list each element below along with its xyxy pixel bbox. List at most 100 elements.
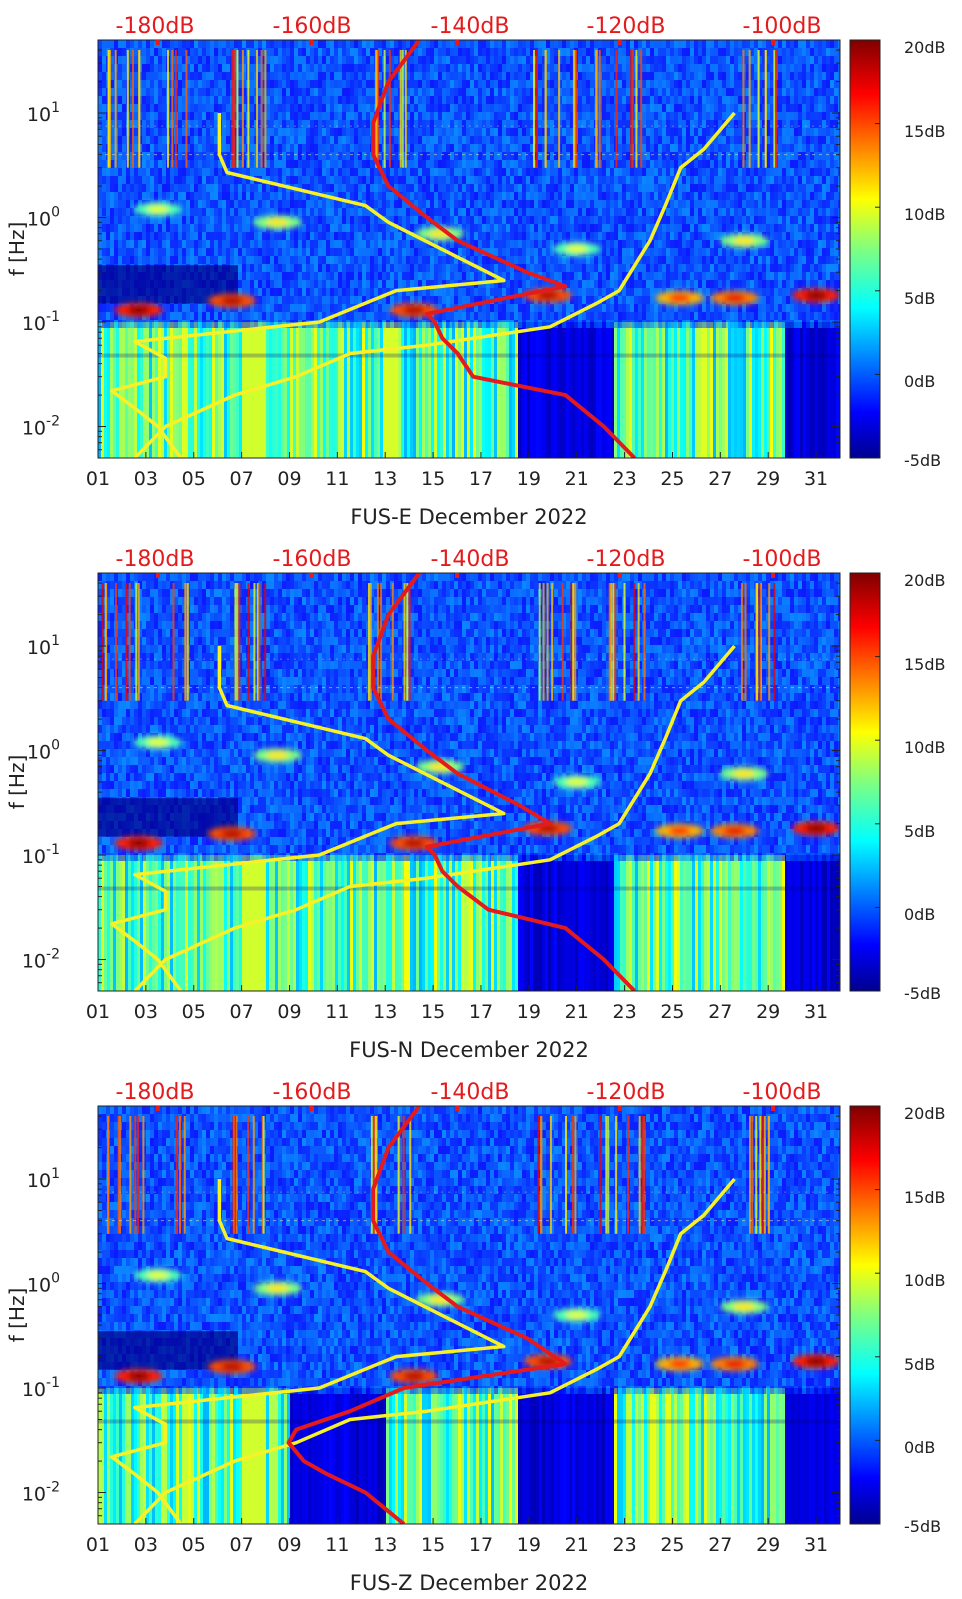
top-axis-tick — [155, 573, 160, 578]
x-tick-label: 29 — [756, 1001, 780, 1023]
top-axis-tick — [309, 1106, 314, 1111]
y-tick-label: 100 — [27, 738, 60, 764]
colorbar-label: 20dB — [904, 38, 946, 57]
colorbar-label: 10dB — [904, 738, 946, 757]
colorbar-label: -5dB — [904, 984, 941, 1003]
colorbar — [849, 1105, 881, 1525]
spectrogram-panel-fus-z: -180dB -160dB -140dB -120dB -100dB 01 03 0… — [5, 1080, 946, 1595]
top-axis-tick — [617, 573, 622, 578]
y-axis-label: f [Hz] — [5, 222, 29, 277]
noise-median-curve — [371, 40, 637, 458]
top-axis-label: -160dB — [273, 1080, 352, 1105]
colorbar-label: 20dB — [904, 1104, 946, 1123]
colorbar-label: 5dB — [904, 822, 935, 841]
x-tick-label: 19 — [517, 1001, 541, 1023]
x-tick-label: 03 — [134, 468, 158, 490]
top-axis-tick — [455, 573, 460, 578]
x-axis-label: FUS-Z December 2022 — [350, 1571, 588, 1595]
x-tick-label: 31 — [804, 1001, 828, 1023]
x-tick-label: 21 — [565, 1001, 589, 1023]
low-noise-reference-curve — [109, 646, 506, 991]
high-frequency-band — [98, 573, 840, 861]
colorbar-label: 0dB — [904, 1438, 935, 1457]
x-tick-label: 27 — [708, 1001, 732, 1023]
x-tick-label: 09 — [277, 468, 301, 490]
x-tick-label: 07 — [230, 468, 254, 490]
x-tick-label: 25 — [660, 1534, 684, 1556]
colorbar-label: 20dB — [904, 571, 946, 590]
high-noise-reference-curve — [133, 111, 736, 458]
y-tick-label: 100 — [27, 205, 60, 231]
x-tick-label: 07 — [230, 1001, 254, 1023]
x-tick-label: 19 — [517, 468, 541, 490]
colorbar-gradient — [849, 39, 881, 459]
top-axis-label: -180dB — [116, 547, 195, 572]
top-axis-label: -120dB — [587, 1080, 666, 1105]
x-tick-label: 01 — [86, 1001, 110, 1023]
x-tick-label: 19 — [517, 1534, 541, 1556]
colorbar-label: -5dB — [904, 451, 941, 470]
x-tick-label: 21 — [565, 468, 589, 490]
x-tick-label: 25 — [660, 468, 684, 490]
colorbar-label: 5dB — [904, 289, 935, 308]
top-axis-tick — [455, 40, 460, 45]
colorbar-gradient — [849, 1105, 881, 1525]
noise-median-curve — [371, 573, 637, 991]
x-tick-label: 13 — [373, 468, 397, 490]
colorbar — [849, 39, 881, 459]
top-axis-label: -120dB — [587, 14, 666, 39]
x-tick-label: 07 — [230, 1534, 254, 1556]
top-axis-label: -160dB — [273, 14, 352, 39]
top-axis-label: -120dB — [587, 547, 666, 572]
top-axis-label: -180dB — [116, 1080, 195, 1105]
x-tick-label: 29 — [756, 1534, 780, 1556]
spectrogram-plot-area — [98, 1106, 840, 1524]
y-tick-label: 10-2 — [22, 414, 60, 440]
x-tick-label: 11 — [325, 1534, 349, 1556]
x-tick-label: 13 — [373, 1001, 397, 1023]
top-axis-tick — [455, 1106, 460, 1111]
x-tick-label: 27 — [708, 1534, 732, 1556]
spectrogram-plot-area — [98, 40, 840, 458]
x-tick-label: 29 — [756, 468, 780, 490]
x-tick-label: 13 — [373, 1534, 397, 1556]
colorbar-gradient — [849, 572, 881, 992]
x-tick-label: 11 — [325, 468, 349, 490]
x-tick-label: 17 — [469, 1001, 493, 1023]
y-tick-label: 10-2 — [22, 1480, 60, 1506]
top-axis-tick — [770, 40, 775, 45]
high-noise-reference-curve — [133, 644, 736, 991]
x-tick-label: 01 — [86, 468, 110, 490]
top-axis-label: -140dB — [431, 14, 510, 39]
top-axis-tick — [617, 1106, 622, 1111]
noise-median-curve — [286, 1106, 568, 1524]
x-tick-label: 23 — [612, 468, 636, 490]
top-axis-tick — [155, 40, 160, 45]
x-tick-label: 25 — [660, 1001, 684, 1023]
x-tick-label: 15 — [421, 468, 445, 490]
colorbar-label: 10dB — [904, 1271, 946, 1290]
y-tick-label: 101 — [27, 1166, 60, 1192]
y-axis-label: f [Hz] — [5, 1288, 29, 1343]
x-tick-label: 11 — [325, 1001, 349, 1023]
low-frequency-band — [98, 322, 840, 458]
y-axis-label: f [Hz] — [5, 755, 29, 810]
x-tick-label: 17 — [469, 468, 493, 490]
x-tick-label: 05 — [182, 1534, 206, 1556]
x-tick-label: 23 — [612, 1001, 636, 1023]
spectrogram-panel-fus-e: -180dB -160dB -140dB -120dB -100dB 01 03 0… — [5, 14, 946, 529]
colorbar-label: 0dB — [904, 905, 935, 924]
top-axis-label: -100dB — [743, 547, 822, 572]
y-tick-label: 10-2 — [22, 947, 60, 973]
low-noise-reference-curve — [109, 113, 506, 458]
spectrogram-plot-area — [98, 573, 840, 991]
x-tick-label: 09 — [277, 1534, 301, 1556]
x-tick-label: 03 — [134, 1001, 158, 1023]
colorbar-label: 15dB — [904, 655, 946, 674]
top-axis-label: -100dB — [743, 14, 822, 39]
x-axis-label: FUS-N December 2022 — [349, 1038, 589, 1062]
microseism-blobs — [114, 735, 840, 851]
colorbar-label: 10dB — [904, 205, 946, 224]
top-axis-tick — [309, 40, 314, 45]
